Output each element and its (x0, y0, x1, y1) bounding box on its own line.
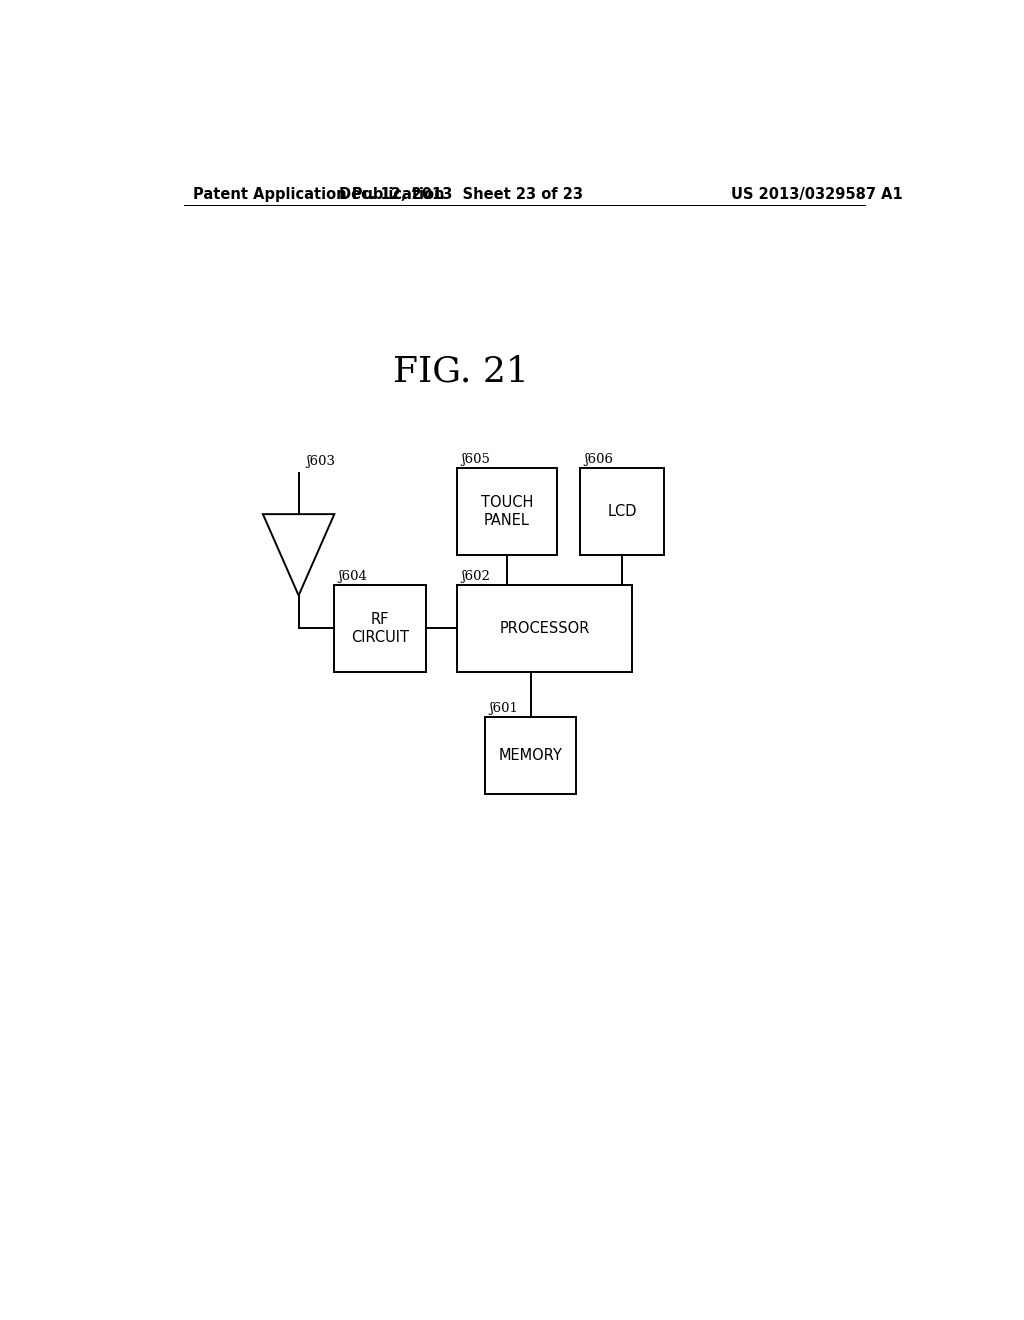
Text: ʃ602: ʃ602 (461, 570, 490, 583)
Bar (334, 585, 426, 672)
Text: RF
CIRCUIT: RF CIRCUIT (351, 612, 409, 644)
Text: ʃ601: ʃ601 (489, 702, 518, 715)
Text: ʃ606: ʃ606 (585, 453, 613, 466)
Text: TOUCH
PANEL: TOUCH PANEL (480, 495, 534, 528)
Text: ʃ603: ʃ603 (306, 455, 336, 469)
Text: LCD: LCD (607, 504, 637, 519)
Bar (458, 585, 632, 672)
Bar (458, 469, 557, 554)
Text: US 2013/0329587 A1: US 2013/0329587 A1 (731, 187, 903, 202)
Text: Dec. 12, 2013  Sheet 23 of 23: Dec. 12, 2013 Sheet 23 of 23 (339, 187, 584, 202)
Bar (581, 469, 664, 554)
Text: ʃ605: ʃ605 (461, 453, 490, 466)
Text: FIG. 21: FIG. 21 (393, 355, 529, 389)
Text: ʃ604: ʃ604 (338, 570, 368, 583)
Text: MEMORY: MEMORY (499, 748, 563, 763)
Text: PROCESSOR: PROCESSOR (500, 620, 590, 636)
Bar (485, 718, 577, 793)
Text: Patent Application Publication: Patent Application Publication (194, 187, 444, 202)
